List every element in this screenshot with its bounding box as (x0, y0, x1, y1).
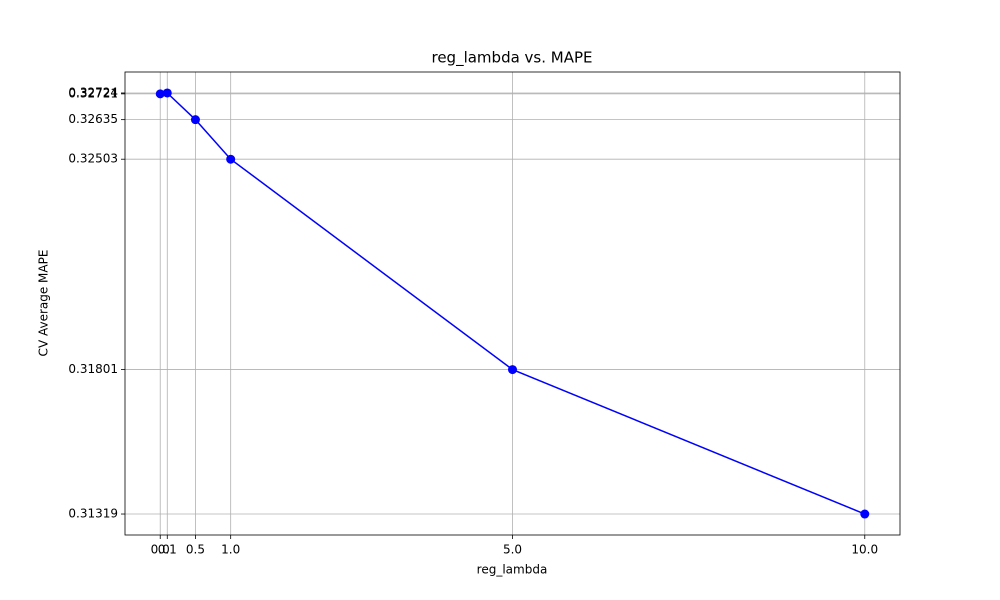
data-point (155, 89, 165, 99)
axes-frame (124, 71, 901, 536)
y-tick-label: 0.32721 (68, 86, 118, 100)
x-tick-label: 0.0 (151, 543, 170, 557)
data-point (190, 115, 200, 125)
data-point (226, 154, 236, 164)
y-tick-label: 0.32724 (68, 85, 118, 99)
x-axis-label: reg_lambda (477, 563, 548, 577)
x-tick-label: 0.1 (158, 543, 177, 557)
x-tick-label: 1.0 (221, 543, 240, 557)
chart-title: reg_lambda vs. MAPE (431, 49, 592, 68)
x-tick-label: 0.5 (186, 543, 205, 557)
y-tick-label: 0.31801 (68, 362, 118, 376)
y-tick-label: 0.32503 (68, 152, 118, 166)
x-tick-label: 10.0 (851, 543, 878, 557)
y-axis-label: CV Average MAPE (37, 250, 51, 357)
y-tick-label: 0.32635 (68, 112, 118, 126)
data-point (860, 509, 870, 519)
data-point (508, 365, 517, 375)
y-tick-label: 0.31319 (68, 507, 118, 521)
data-point (162, 88, 172, 98)
x-tick-label: 5.0 (503, 543, 522, 557)
